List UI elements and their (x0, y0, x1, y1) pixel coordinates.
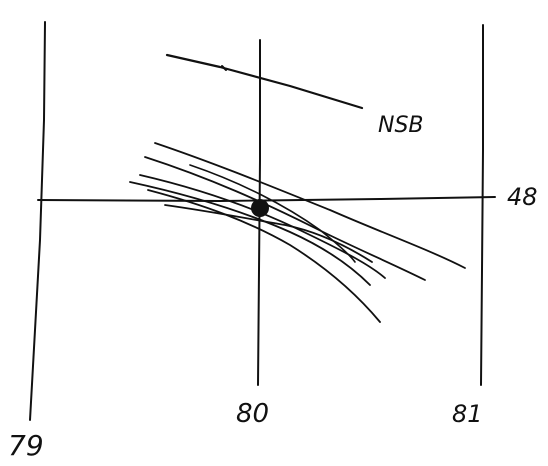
horizontal-line (37, 196, 496, 202)
marker-dot (251, 199, 269, 217)
x-label-middle: 80 (236, 399, 269, 429)
x-label-right: 81 (452, 400, 483, 428)
vertical-line-right (480, 24, 484, 386)
y-label-right: 48 (507, 183, 538, 211)
curve-7 (189, 164, 356, 263)
curve-6 (164, 204, 373, 263)
curve-2 (144, 156, 426, 281)
curve-3 (139, 174, 386, 279)
x-label-left: 79 (8, 429, 44, 462)
nsb-line-tick (221, 65, 227, 71)
nsb-line (165, 53, 364, 110)
annotation-label: NSB (378, 113, 424, 138)
curve-1 (154, 142, 466, 269)
curve-5 (147, 189, 381, 323)
vertical-line-left (29, 21, 46, 421)
curve-4 (129, 181, 371, 286)
